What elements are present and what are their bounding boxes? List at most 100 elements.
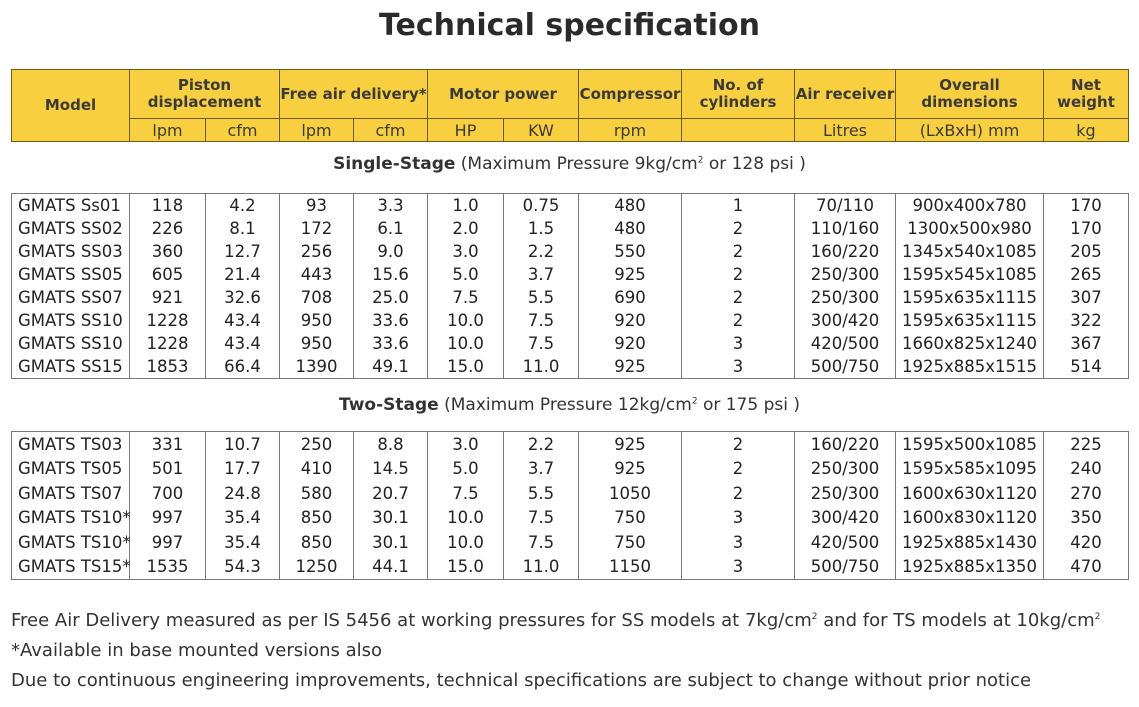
cell-fad-lpm: 172	[279, 217, 354, 240]
table-row: GMATS TS07 700 24.8 580 20.7 7.5 5.5 1050 2 250/3…	[11, 481, 1129, 506]
table-row: GMATS SS10 1228 43.4 950 33.6 10.0 7.5 920 2 300/…	[11, 309, 1129, 332]
cell-piston-lpm: 1228	[129, 332, 206, 355]
unit-cell: cfm	[353, 118, 428, 142]
cell-compressor-rpm: 1150	[578, 554, 682, 580]
cell-piston-lpm: 921	[129, 286, 206, 309]
cell-dimensions: 1925x885x1430	[895, 530, 1044, 555]
unit-cell: lpm	[129, 118, 206, 142]
spec-header: Model Piston displacement Free air deliv…	[11, 69, 1129, 142]
cell-fad-cfm: 8.8	[353, 431, 428, 457]
cell-receiver-litres: 500/750	[794, 355, 896, 379]
cell-fad-cfm: 33.6	[353, 332, 428, 355]
cell-piston-cfm: 35.4	[205, 505, 280, 530]
cell-compressor-rpm: 750	[578, 530, 682, 555]
table-row: GMATS TS10* 997 35.4 850 30.1 10.0 7.5 750 3 300/…	[11, 505, 1129, 530]
cell-compressor-rpm: 920	[578, 309, 682, 332]
cell-weight: 270	[1043, 481, 1129, 506]
cell-piston-cfm: 10.7	[205, 431, 280, 457]
cell-weight: 205	[1043, 240, 1129, 263]
header-dimensions: Overall dimensions	[895, 69, 1044, 119]
cell-weight: 420	[1043, 530, 1129, 555]
cell-dimensions: 1595x635x1115	[895, 309, 1044, 332]
cell-piston-cfm: 43.4	[205, 309, 280, 332]
cell-motor-hp: 10.0	[427, 309, 504, 332]
cell-compressor-rpm: 480	[578, 193, 682, 217]
cell-piston-lpm: 1535	[129, 554, 206, 580]
cell-model: GMATS SS10	[11, 332, 130, 355]
cell-dimensions: 1600x630x1120	[895, 481, 1044, 506]
cell-piston-cfm: 43.4	[205, 332, 280, 355]
cell-compressor-rpm: 550	[578, 240, 682, 263]
cell-motor-kw: 2.2	[503, 431, 579, 457]
cell-cylinders: 1	[681, 193, 795, 217]
cell-dimensions: 1595x500x1085	[895, 431, 1044, 457]
cell-receiver-litres: 300/420	[794, 309, 896, 332]
cell-motor-kw: 3.7	[503, 456, 579, 481]
cell-receiver-litres: 110/160	[794, 217, 896, 240]
cell-fad-lpm: 708	[279, 286, 354, 309]
cell-piston-lpm: 226	[129, 217, 206, 240]
note-fad-b: and for TS models at 10kg/cm	[817, 610, 1095, 631]
cell-fad-cfm: 33.6	[353, 309, 428, 332]
cell-motor-kw: 11.0	[503, 554, 579, 580]
cell-piston-lpm: 501	[129, 456, 206, 481]
cell-piston-lpm: 1228	[129, 309, 206, 332]
cell-fad-cfm: 30.1	[353, 530, 428, 555]
cell-cylinders: 3	[681, 332, 795, 355]
cell-motor-kw: 11.0	[503, 355, 579, 379]
cell-piston-lpm: 360	[129, 240, 206, 263]
cell-weight: 470	[1043, 554, 1129, 580]
cell-compressor-rpm: 920	[578, 332, 682, 355]
cell-receiver-litres: 500/750	[794, 554, 896, 580]
cell-fad-lpm: 580	[279, 481, 354, 506]
cell-fad-lpm: 950	[279, 332, 354, 355]
cell-cylinders: 2	[681, 431, 795, 457]
two-stage-pressure-suffix: or 175 psi )	[697, 395, 801, 415]
cell-cylinders: 3	[681, 530, 795, 555]
single-stage-pressure-suffix: or 128 psi )	[703, 154, 806, 174]
table-row: GMATS TS10* 997 35.4 850 30.1 10.0 7.5 750 3 420/…	[11, 530, 1129, 555]
cell-cylinders: 2	[681, 481, 795, 506]
cell-piston-lpm: 331	[129, 431, 206, 457]
cell-dimensions: 1925x885x1515	[895, 355, 1044, 379]
two-stage-caption: Two-Stage (Maximum Pressure 12kg/cm2 or …	[0, 395, 1139, 415]
cell-fad-cfm: 6.1	[353, 217, 428, 240]
cell-motor-kw: 7.5	[503, 530, 579, 555]
cell-dimensions: 1595x585x1095	[895, 456, 1044, 481]
cell-receiver-litres: 250/300	[794, 456, 896, 481]
table-row: GMATS SS03 360 12.7 256 9.0 3.0 2.2 550 2 160/220…	[11, 240, 1129, 263]
cell-motor-hp: 10.0	[427, 505, 504, 530]
cell-receiver-litres: 250/300	[794, 286, 896, 309]
cell-piston-lpm: 605	[129, 263, 206, 286]
cell-piston-lpm: 997	[129, 505, 206, 530]
cell-cylinders: 2	[681, 217, 795, 240]
cell-weight: 240	[1043, 456, 1129, 481]
cell-piston-cfm: 21.4	[205, 263, 280, 286]
cell-weight: 322	[1043, 309, 1129, 332]
cell-motor-hp: 10.0	[427, 530, 504, 555]
cell-fad-cfm: 9.0	[353, 240, 428, 263]
cell-cylinders: 2	[681, 309, 795, 332]
cell-fad-lpm: 1390	[279, 355, 354, 379]
cell-cylinders: 2	[681, 263, 795, 286]
cell-dimensions: 1595x545x1085	[895, 263, 1044, 286]
cell-dimensions: 1595x635x1115	[895, 286, 1044, 309]
cell-receiver-litres: 250/300	[794, 263, 896, 286]
cell-dimensions: 1345x540x1085	[895, 240, 1044, 263]
cell-fad-cfm: 25.0	[353, 286, 428, 309]
header-weight: Net weight	[1043, 69, 1129, 119]
cell-piston-lpm: 118	[129, 193, 206, 217]
cell-piston-lpm: 700	[129, 481, 206, 506]
cell-fad-cfm: 20.7	[353, 481, 428, 506]
cell-piston-lpm: 1853	[129, 355, 206, 379]
cell-compressor-rpm: 750	[578, 505, 682, 530]
table-row: GMATS SS10 1228 43.4 950 33.6 10.0 7.5 920 3 420/…	[11, 332, 1129, 355]
cell-motor-kw: 2.2	[503, 240, 579, 263]
cell-piston-cfm: 8.1	[205, 217, 280, 240]
cell-compressor-rpm: 690	[578, 286, 682, 309]
cell-piston-cfm: 32.6	[205, 286, 280, 309]
cell-compressor-rpm: 480	[578, 217, 682, 240]
cell-motor-hp: 10.0	[427, 332, 504, 355]
cell-receiver-litres: 420/500	[794, 530, 896, 555]
cell-compressor-rpm: 925	[578, 456, 682, 481]
